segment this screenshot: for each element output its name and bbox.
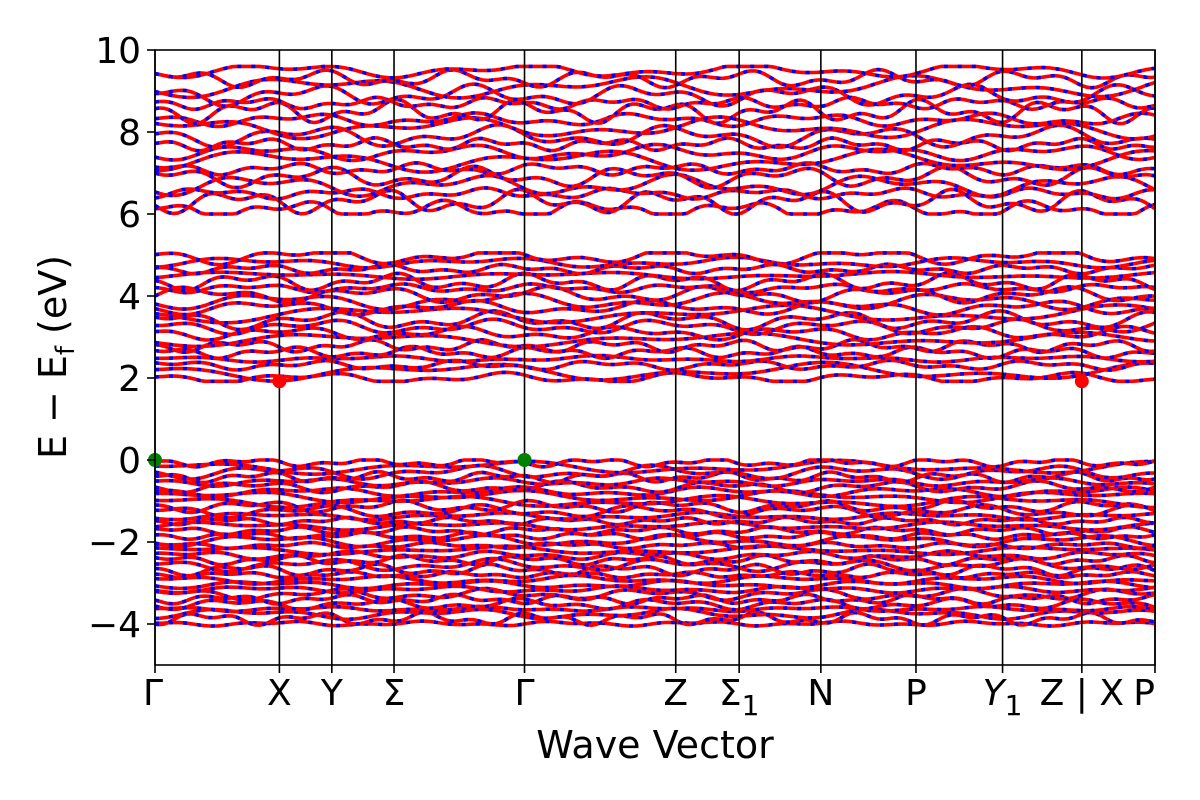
band-line-spin-down [155, 67, 1155, 90]
x-tick-label: Γ [143, 673, 163, 714]
band-line-spin-up [155, 360, 1155, 383]
band-line-spin-up [155, 317, 1155, 337]
y-tick-label: 10 [95, 31, 141, 72]
y-axis-ticks: 10 8 6 4 2 0 −2 −4 [88, 31, 155, 646]
x-tick-label: Y [320, 673, 344, 714]
band-line-spin-down [155, 520, 1155, 532]
band-line-spin-up [155, 549, 1155, 562]
band-line-spin-up [155, 309, 1155, 332]
band-line-spin-up [155, 596, 1155, 612]
band-line-spin-up [155, 122, 1155, 150]
band-line-spin-up [155, 479, 1155, 495]
x-tick-label: Z [663, 673, 688, 714]
band-line-spin-up [155, 553, 1155, 567]
band-line-spin-down [155, 544, 1155, 557]
band-line-spin-up [155, 290, 1155, 312]
band-line-spin-down [155, 510, 1155, 522]
cbm-marker [272, 374, 287, 389]
x-tick-label: P [905, 673, 927, 714]
y-tick-label: 8 [118, 113, 141, 154]
y-tick-label: −2 [88, 523, 141, 564]
x-tick-label: Y1 [983, 673, 1023, 722]
y-tick-label: 6 [118, 195, 141, 236]
band-line-spin-down [155, 255, 1155, 270]
band-line-spin-up [155, 186, 1155, 201]
band-line-spin-up [155, 592, 1155, 606]
y-tick-label: 2 [118, 359, 141, 400]
x-axis-title: Wave Vector [536, 723, 774, 767]
band-line-spin-up [155, 458, 1155, 469]
band-line-spin-up [155, 172, 1155, 199]
band-line-spin-up [155, 463, 1155, 482]
band-line-spin-up [155, 358, 1155, 372]
band-line-spin-up [155, 147, 1155, 174]
y-axis-title: E−Ef(eV) [31, 255, 81, 459]
band-line-spin-up [155, 324, 1155, 342]
band-line-spin-up [155, 262, 1155, 276]
x-tick-label: Σ [383, 673, 406, 714]
band-line-spin-up [155, 73, 1155, 100]
band-line-spin-up [155, 115, 1155, 141]
band-line-spin-up [155, 64, 1155, 80]
band-line-spin-up [155, 111, 1155, 129]
band-line-spin-up [155, 161, 1155, 177]
band-line-spin-up [155, 498, 1155, 515]
band-line-spin-up [155, 610, 1155, 628]
vbm-marker [517, 453, 532, 467]
x-tick-label: Γ [514, 673, 534, 714]
band-line-spin-up [155, 281, 1155, 295]
band-line-spin-up [155, 251, 1155, 267]
y-tick-label: 0 [118, 441, 141, 482]
x-tick-label: Σ1 [719, 673, 760, 722]
band-line-spin-down [155, 619, 1155, 628]
x-tick-label: N [807, 673, 834, 714]
band-line-spin-down [155, 95, 1155, 112]
cbm-marker [1074, 374, 1089, 389]
band-line-spin-up [155, 344, 1155, 361]
x-tick-label: P [1133, 673, 1155, 714]
band-line-spin-up [155, 303, 1155, 325]
band-line-spin-down [155, 330, 1155, 349]
bands-layer [155, 64, 1155, 628]
band-line-spin-up [155, 606, 1155, 622]
band-line-spin-up [155, 187, 1155, 216]
band-line-spin-up [155, 136, 1155, 153]
y-tick-label: 4 [118, 277, 141, 318]
band-line-spin-up [155, 298, 1155, 317]
band-line-spin-up [155, 515, 1155, 527]
band-line-spin-up [155, 142, 1155, 163]
x-tick-label: X [267, 673, 292, 714]
band-line-spin-down [155, 488, 1155, 505]
band-line-spin-down [155, 493, 1155, 510]
band-line-spin-down [155, 337, 1155, 355]
band-line-spin-down [155, 573, 1155, 586]
band-line-spin-down [155, 269, 1155, 281]
band-edge-markers [148, 374, 1089, 467]
plot-frame [154, 49, 1156, 666]
band-line-spin-up [155, 370, 1155, 384]
x-tick-label: Z | X [1040, 673, 1124, 714]
band-line-spin-up [155, 569, 1155, 580]
band-line-spin-up [155, 586, 1155, 603]
band-line-spin-up [155, 530, 1155, 542]
band-line-spin-up [155, 97, 1155, 126]
band-line-spin-up [155, 502, 1155, 520]
band-line-spin-down [155, 485, 1155, 499]
band-line-spin-up [155, 469, 1155, 485]
y-tick-label: −4 [88, 605, 141, 646]
band-line-spin-down [155, 458, 1155, 477]
